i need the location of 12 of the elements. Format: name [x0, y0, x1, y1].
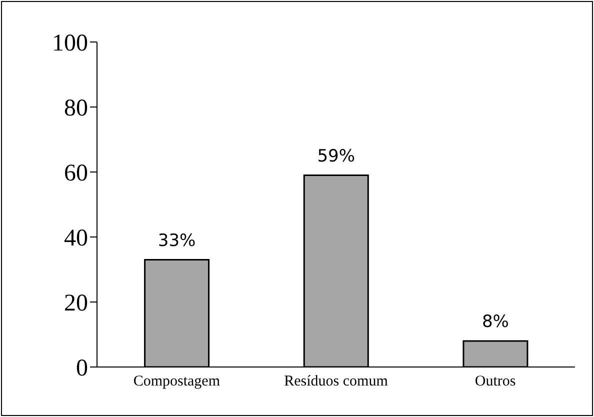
x-tick-label: Outros — [474, 374, 516, 390]
data-label: 33% — [158, 230, 196, 251]
x-tick-label: Compostagem — [133, 374, 220, 390]
y-tick-label: 80 — [64, 96, 88, 122]
y-tick-label: 0 — [76, 356, 88, 382]
x-tick-label: Resíduos comum — [284, 374, 388, 390]
y-tick-label: 60 — [64, 160, 88, 187]
y-tick-label: 20 — [64, 290, 88, 317]
y-tick-label: 40 — [64, 226, 88, 252]
y-tick-label: 100 — [52, 30, 88, 57]
data-label: 8% — [482, 312, 509, 332]
data-label: 59% — [317, 146, 356, 166]
